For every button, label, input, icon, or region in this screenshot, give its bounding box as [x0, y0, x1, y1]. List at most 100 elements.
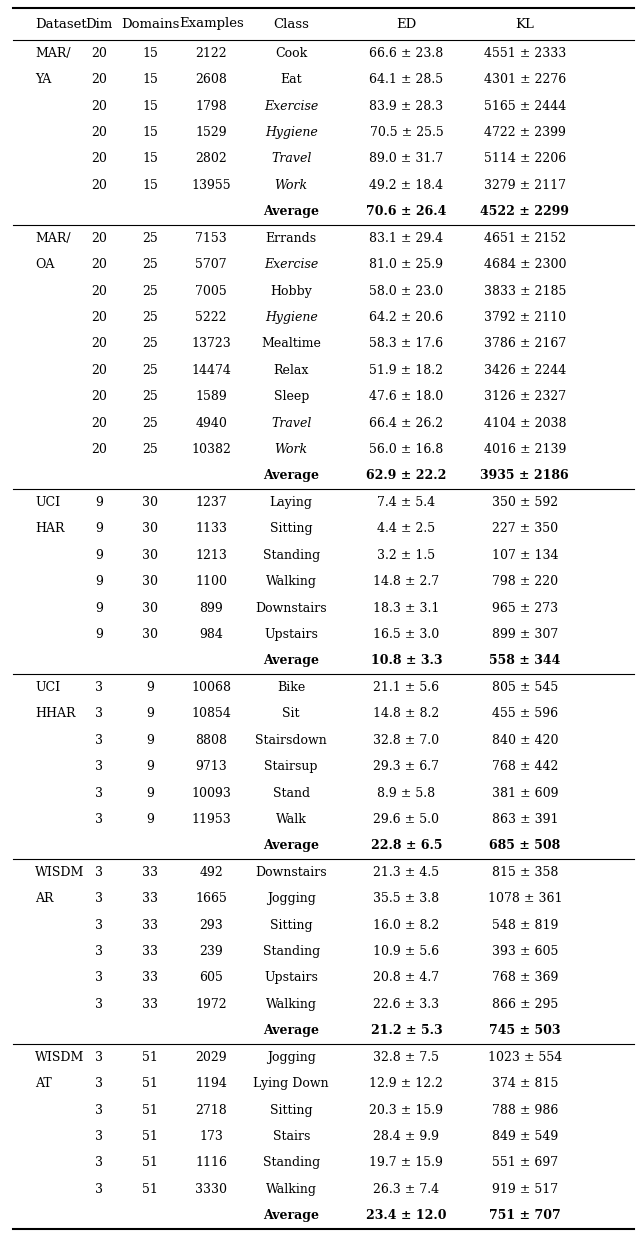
- Text: 21.3 ± 4.5: 21.3 ± 4.5: [373, 866, 440, 879]
- Text: 3: 3: [95, 707, 103, 720]
- Text: 2029: 2029: [195, 1051, 227, 1064]
- Text: 3786 ± 2167: 3786 ± 2167: [484, 338, 566, 350]
- Text: 15: 15: [143, 99, 158, 113]
- Text: 14.8 ± 2.7: 14.8 ± 2.7: [373, 575, 440, 588]
- Text: 58.3 ± 17.6: 58.3 ± 17.6: [369, 338, 444, 350]
- Text: 33: 33: [143, 998, 159, 1011]
- Text: 1665: 1665: [195, 892, 227, 905]
- Text: 20: 20: [92, 443, 107, 455]
- Text: MAR/: MAR/: [35, 232, 71, 244]
- Text: 20.8 ± 4.7: 20.8 ± 4.7: [373, 972, 440, 984]
- Text: 745 ± 503: 745 ± 503: [489, 1024, 561, 1037]
- Text: 56.0 ± 16.8: 56.0 ± 16.8: [369, 443, 444, 455]
- Text: 9713: 9713: [195, 759, 227, 773]
- Text: Standing: Standing: [262, 1157, 320, 1169]
- Text: 3: 3: [95, 998, 103, 1011]
- Text: 25: 25: [143, 258, 158, 271]
- Text: Sitting: Sitting: [270, 522, 312, 535]
- Text: 4.4 ± 2.5: 4.4 ± 2.5: [378, 522, 435, 535]
- Text: Stairsdown: Stairsdown: [255, 733, 327, 747]
- Text: 15: 15: [143, 127, 158, 139]
- Text: 558 ± 344: 558 ± 344: [489, 654, 561, 668]
- Text: 51.9 ± 18.2: 51.9 ± 18.2: [369, 364, 444, 377]
- Text: Stairs: Stairs: [273, 1131, 310, 1143]
- Text: 815 ± 358: 815 ± 358: [492, 866, 558, 879]
- Text: 23.4 ± 12.0: 23.4 ± 12.0: [366, 1209, 447, 1222]
- Text: 51: 51: [143, 1131, 158, 1143]
- Text: 7005: 7005: [195, 284, 227, 298]
- Text: 66.4 ± 26.2: 66.4 ± 26.2: [369, 417, 444, 429]
- Text: 66.6 ± 23.8: 66.6 ± 23.8: [369, 47, 444, 60]
- Text: 805 ± 545: 805 ± 545: [492, 681, 558, 694]
- Text: 840 ± 420: 840 ± 420: [492, 733, 558, 747]
- Text: 3: 3: [95, 866, 103, 879]
- Text: Travel: Travel: [271, 417, 312, 429]
- Text: 20: 20: [92, 338, 107, 350]
- Text: 3: 3: [95, 733, 103, 747]
- Text: 5707: 5707: [195, 258, 227, 271]
- Text: AT: AT: [35, 1077, 52, 1090]
- Text: 9: 9: [95, 549, 103, 562]
- Text: 7.4 ± 5.4: 7.4 ± 5.4: [378, 496, 435, 509]
- Text: 1972: 1972: [195, 998, 227, 1011]
- Text: 768 ± 369: 768 ± 369: [492, 972, 558, 984]
- Text: 22.8 ± 6.5: 22.8 ± 6.5: [371, 839, 442, 853]
- Text: 20: 20: [92, 284, 107, 298]
- Text: 20: 20: [92, 99, 107, 113]
- Text: 1589: 1589: [195, 390, 227, 403]
- Text: Eat: Eat: [280, 73, 302, 86]
- Text: 15: 15: [143, 153, 158, 165]
- Text: 548 ± 819: 548 ± 819: [492, 918, 558, 932]
- Text: 899 ± 307: 899 ± 307: [492, 628, 558, 642]
- Text: 1133: 1133: [195, 522, 227, 535]
- Text: 798 ± 220: 798 ± 220: [492, 575, 558, 588]
- Text: 3279 ± 2117: 3279 ± 2117: [484, 179, 566, 192]
- Text: 1194: 1194: [195, 1077, 227, 1090]
- Text: Relax: Relax: [273, 364, 309, 377]
- Text: 3: 3: [95, 787, 103, 799]
- Text: 107 ± 134: 107 ± 134: [492, 549, 558, 562]
- Text: 8.9 ± 5.8: 8.9 ± 5.8: [378, 787, 435, 799]
- Text: 1237: 1237: [195, 496, 227, 509]
- Text: 10.8 ± 3.3: 10.8 ± 3.3: [371, 654, 442, 668]
- Text: 3: 3: [95, 1103, 103, 1117]
- Text: 866 ± 295: 866 ± 295: [492, 998, 558, 1011]
- Text: Examples: Examples: [179, 17, 244, 31]
- Text: 3330: 3330: [195, 1183, 227, 1196]
- Text: 2718: 2718: [195, 1103, 227, 1117]
- Text: 4522 ± 2299: 4522 ± 2299: [480, 205, 570, 218]
- Text: 8808: 8808: [195, 733, 227, 747]
- Text: 1529: 1529: [195, 127, 227, 139]
- Text: 20: 20: [92, 127, 107, 139]
- Text: 849 ± 549: 849 ± 549: [492, 1131, 558, 1143]
- Text: 3.2 ± 1.5: 3.2 ± 1.5: [378, 549, 435, 562]
- Text: 9: 9: [95, 628, 103, 642]
- Text: Sitting: Sitting: [270, 918, 312, 932]
- Text: Work: Work: [275, 179, 308, 192]
- Text: 20: 20: [92, 179, 107, 192]
- Text: Walking: Walking: [266, 998, 317, 1011]
- Text: HHAR: HHAR: [35, 707, 76, 720]
- Text: 20: 20: [92, 258, 107, 271]
- Text: Average: Average: [263, 839, 319, 853]
- Text: Jogging: Jogging: [267, 1051, 316, 1064]
- Text: 20: 20: [92, 47, 107, 60]
- Text: 3: 3: [95, 892, 103, 905]
- Text: 30: 30: [143, 602, 159, 614]
- Text: 4551 ± 2333: 4551 ± 2333: [484, 47, 566, 60]
- Text: Downstairs: Downstairs: [255, 866, 327, 879]
- Text: 1023 ± 554: 1023 ± 554: [488, 1051, 562, 1064]
- Text: HAR: HAR: [35, 522, 65, 535]
- Text: 3: 3: [95, 1077, 103, 1090]
- Text: 51: 51: [143, 1051, 158, 1064]
- Text: 3: 3: [95, 918, 103, 932]
- Text: 13955: 13955: [191, 179, 231, 192]
- Text: 9: 9: [95, 575, 103, 588]
- Text: 10.9 ± 5.6: 10.9 ± 5.6: [373, 946, 440, 958]
- Text: 3: 3: [95, 1131, 103, 1143]
- Text: 9: 9: [95, 496, 103, 509]
- Text: 7153: 7153: [195, 232, 227, 244]
- Text: 15: 15: [143, 179, 158, 192]
- Text: Walking: Walking: [266, 1183, 317, 1196]
- Text: 4016 ± 2139: 4016 ± 2139: [484, 443, 566, 455]
